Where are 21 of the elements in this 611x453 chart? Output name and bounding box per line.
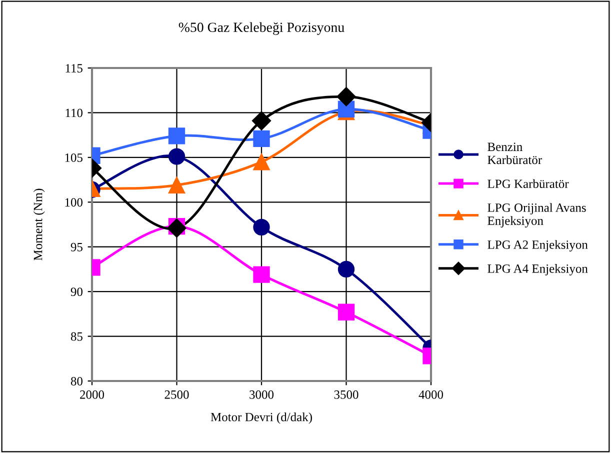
x-tick-label: 2500 xyxy=(164,390,189,399)
y-tick-label: 85 xyxy=(70,332,82,341)
x-tick-label: 3000 xyxy=(250,390,274,399)
y-tick-label: 115 xyxy=(66,64,82,72)
y-tick-label: 105 xyxy=(65,153,82,162)
y-tick-label: 110 xyxy=(66,108,82,118)
legend-label: LPG Karbüratör xyxy=(488,179,569,188)
legend-label: LPG Orijinal Avans Enjeksiyon xyxy=(488,203,586,228)
y-tick-label: 90 xyxy=(70,288,82,296)
x-tick-label: 4000 xyxy=(418,390,444,399)
x-tick-label: 2000 xyxy=(80,390,104,399)
x-tick-label: 3500 xyxy=(334,390,358,399)
y-tick-label: 95 xyxy=(70,242,82,252)
legend-label: LPG A4 Enjeksiyon xyxy=(488,264,588,276)
legend-label: Benzin Karbüratör xyxy=(488,142,542,164)
chart-title: %50 Gaz Kelebeği Pozisyonu xyxy=(178,22,344,35)
y-tick-label: 80 xyxy=(70,377,82,386)
y-axis-title: Moment (Nm) xyxy=(33,188,45,260)
legend-label: LPG A2 Enjeksiyon xyxy=(488,240,588,252)
y-tick-label: 100 xyxy=(65,198,82,207)
x-axis-title: Motor Devri (d/dak) xyxy=(210,412,312,424)
